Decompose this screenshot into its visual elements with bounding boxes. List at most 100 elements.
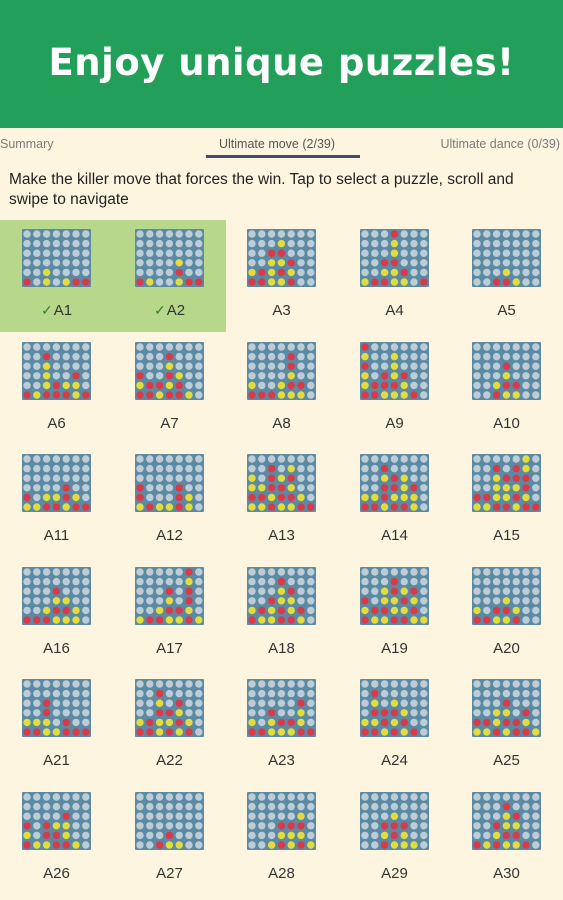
tab-ultimate-move[interactable]: Ultimate move (2/39) bbox=[219, 137, 336, 151]
puzzle-label-text: A19 bbox=[381, 640, 408, 657]
yellow-disc bbox=[410, 503, 418, 511]
red-disc bbox=[185, 568, 193, 576]
yellow-disc bbox=[42, 718, 51, 727]
puzzle-item[interactable]: A27 bbox=[113, 783, 226, 895]
empty-slot bbox=[483, 239, 491, 248]
red-disc bbox=[23, 728, 31, 736]
puzzle-item[interactable]: A30 bbox=[450, 783, 563, 895]
puzzle-item[interactable]: A4 bbox=[338, 220, 451, 332]
yellow-disc bbox=[185, 606, 193, 615]
empty-slot bbox=[532, 455, 540, 463]
tab-ultimate-dance[interactable]: Ultimate dance (0/39) bbox=[440, 137, 560, 151]
empty-slot bbox=[258, 822, 266, 830]
empty-slot bbox=[258, 597, 266, 605]
empty-slot bbox=[136, 249, 144, 257]
tab-summary[interactable]: Summary bbox=[0, 137, 54, 151]
puzzle-item[interactable]: A19 bbox=[338, 558, 451, 670]
empty-slot bbox=[277, 372, 286, 380]
puzzle-item[interactable]: A28 bbox=[225, 783, 338, 895]
red-disc bbox=[287, 362, 295, 370]
puzzle-item[interactable]: A13 bbox=[225, 445, 338, 557]
empty-slot bbox=[400, 812, 408, 820]
puzzle-item[interactable]: A5 bbox=[450, 220, 563, 332]
empty-slot bbox=[165, 268, 174, 277]
puzzle-item[interactable]: A25 bbox=[450, 670, 563, 782]
yellow-disc bbox=[277, 831, 286, 840]
empty-slot bbox=[185, 343, 193, 351]
empty-slot bbox=[175, 362, 183, 370]
yellow-disc bbox=[165, 841, 174, 849]
puzzle-item[interactable]: A29 bbox=[338, 783, 451, 895]
puzzle-item[interactable]: A7 bbox=[113, 333, 226, 445]
empty-slot bbox=[390, 464, 399, 473]
puzzle-item[interactable]: A12 bbox=[113, 445, 226, 557]
yellow-disc bbox=[185, 503, 193, 511]
red-disc bbox=[512, 493, 520, 502]
empty-slot bbox=[62, 259, 70, 267]
red-disc bbox=[287, 616, 295, 624]
empty-slot bbox=[361, 709, 369, 717]
empty-slot bbox=[33, 793, 41, 801]
empty-slot bbox=[52, 680, 61, 688]
empty-slot bbox=[82, 709, 90, 717]
puzzle-item[interactable]: A15 bbox=[450, 445, 563, 557]
puzzle-item[interactable]: A17 bbox=[113, 558, 226, 670]
puzzle-item[interactable]: A9 bbox=[338, 333, 451, 445]
empty-slot bbox=[532, 372, 540, 380]
empty-slot bbox=[532, 606, 540, 615]
puzzle-item[interactable]: A26 bbox=[0, 783, 113, 895]
puzzle-item[interactable]: A21 bbox=[0, 670, 113, 782]
empty-slot bbox=[146, 577, 154, 586]
red-disc bbox=[410, 587, 418, 595]
empty-slot bbox=[195, 831, 203, 840]
puzzle-item[interactable]: A22 bbox=[113, 670, 226, 782]
empty-slot bbox=[165, 278, 174, 286]
puzzle-item[interactable]: A11 bbox=[0, 445, 113, 557]
puzzle-item[interactable]: A3 bbox=[225, 220, 338, 332]
empty-slot bbox=[420, 718, 428, 727]
empty-slot bbox=[72, 568, 80, 576]
empty-slot bbox=[473, 577, 481, 586]
empty-slot bbox=[175, 812, 183, 820]
red-disc bbox=[297, 728, 305, 736]
empty-slot bbox=[483, 391, 491, 399]
puzzle-board-thumbnail bbox=[472, 229, 541, 287]
yellow-disc bbox=[380, 474, 389, 482]
yellow-disc bbox=[400, 709, 408, 717]
puzzle-item[interactable]: A23 bbox=[225, 670, 338, 782]
puzzle-item[interactable]: A6 bbox=[0, 333, 113, 445]
empty-slot bbox=[155, 362, 164, 370]
yellow-disc bbox=[52, 493, 61, 502]
empty-slot bbox=[307, 372, 315, 380]
puzzle-label-text: A23 bbox=[268, 752, 295, 769]
empty-slot bbox=[248, 249, 256, 257]
empty-slot bbox=[165, 455, 174, 463]
empty-slot bbox=[42, 474, 51, 482]
empty-slot bbox=[532, 239, 540, 248]
yellow-disc bbox=[23, 831, 31, 840]
yellow-disc bbox=[33, 718, 41, 727]
empty-slot bbox=[371, 680, 379, 688]
puzzle-item[interactable]: A10 bbox=[450, 333, 563, 445]
empty-slot bbox=[390, 680, 399, 688]
puzzle-item[interactable]: A20 bbox=[450, 558, 563, 670]
empty-slot bbox=[287, 239, 295, 248]
red-disc bbox=[277, 718, 286, 727]
yellow-disc bbox=[42, 372, 51, 380]
empty-slot bbox=[307, 802, 315, 811]
puzzle-item[interactable]: A24 bbox=[338, 670, 451, 782]
puzzle-board-thumbnail bbox=[135, 792, 204, 850]
red-disc bbox=[522, 841, 530, 849]
puzzle-item[interactable]: A18 bbox=[225, 558, 338, 670]
empty-slot bbox=[502, 249, 511, 257]
puzzle-item[interactable]: ✓A1 bbox=[0, 220, 113, 332]
puzzle-item[interactable]: A8 bbox=[225, 333, 338, 445]
red-disc bbox=[380, 484, 389, 492]
empty-slot bbox=[361, 249, 369, 257]
yellow-disc bbox=[258, 616, 266, 624]
empty-slot bbox=[23, 802, 31, 811]
puzzle-item[interactable]: A14 bbox=[338, 445, 451, 557]
empty-slot bbox=[82, 793, 90, 801]
puzzle-item[interactable]: A16 bbox=[0, 558, 113, 670]
puzzle-item[interactable]: ✓A2 bbox=[113, 220, 226, 332]
